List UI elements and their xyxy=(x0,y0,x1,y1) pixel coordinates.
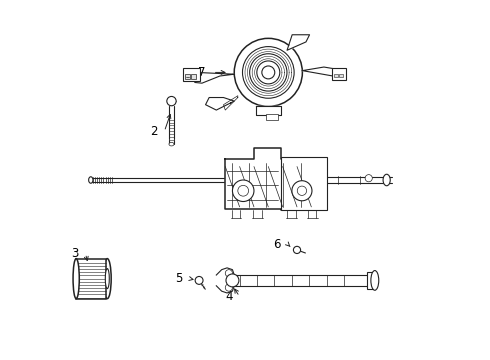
Polygon shape xyxy=(287,35,310,50)
Circle shape xyxy=(294,246,300,253)
Polygon shape xyxy=(205,98,234,110)
Circle shape xyxy=(297,186,307,195)
Polygon shape xyxy=(195,72,234,83)
Circle shape xyxy=(365,175,372,182)
FancyBboxPatch shape xyxy=(339,74,343,77)
Ellipse shape xyxy=(105,269,109,289)
FancyBboxPatch shape xyxy=(186,74,191,78)
Circle shape xyxy=(238,185,248,196)
FancyBboxPatch shape xyxy=(334,74,338,77)
Text: 4: 4 xyxy=(225,290,232,303)
Text: 2: 2 xyxy=(149,125,157,138)
Text: 1: 1 xyxy=(307,172,315,185)
FancyBboxPatch shape xyxy=(266,114,278,120)
Circle shape xyxy=(234,39,302,107)
Ellipse shape xyxy=(371,271,379,290)
Circle shape xyxy=(167,96,176,106)
Ellipse shape xyxy=(383,174,390,186)
Circle shape xyxy=(225,270,232,277)
Circle shape xyxy=(262,66,275,79)
Ellipse shape xyxy=(89,177,93,183)
Polygon shape xyxy=(223,96,238,110)
Text: 3: 3 xyxy=(71,247,78,260)
Polygon shape xyxy=(216,268,234,293)
Text: 7: 7 xyxy=(198,66,205,79)
FancyBboxPatch shape xyxy=(367,272,373,289)
FancyBboxPatch shape xyxy=(191,74,196,78)
Polygon shape xyxy=(256,107,281,116)
Polygon shape xyxy=(225,148,327,211)
Circle shape xyxy=(226,274,239,287)
Circle shape xyxy=(195,276,203,284)
Ellipse shape xyxy=(73,258,79,299)
Ellipse shape xyxy=(169,142,174,146)
Ellipse shape xyxy=(103,258,111,299)
Circle shape xyxy=(292,181,312,201)
Polygon shape xyxy=(302,67,335,76)
Circle shape xyxy=(232,180,254,202)
FancyBboxPatch shape xyxy=(76,258,106,299)
Circle shape xyxy=(225,284,232,291)
Text: 5: 5 xyxy=(175,272,182,285)
Text: 6: 6 xyxy=(273,238,281,251)
FancyBboxPatch shape xyxy=(281,157,327,211)
FancyBboxPatch shape xyxy=(332,68,346,80)
FancyBboxPatch shape xyxy=(183,68,200,81)
